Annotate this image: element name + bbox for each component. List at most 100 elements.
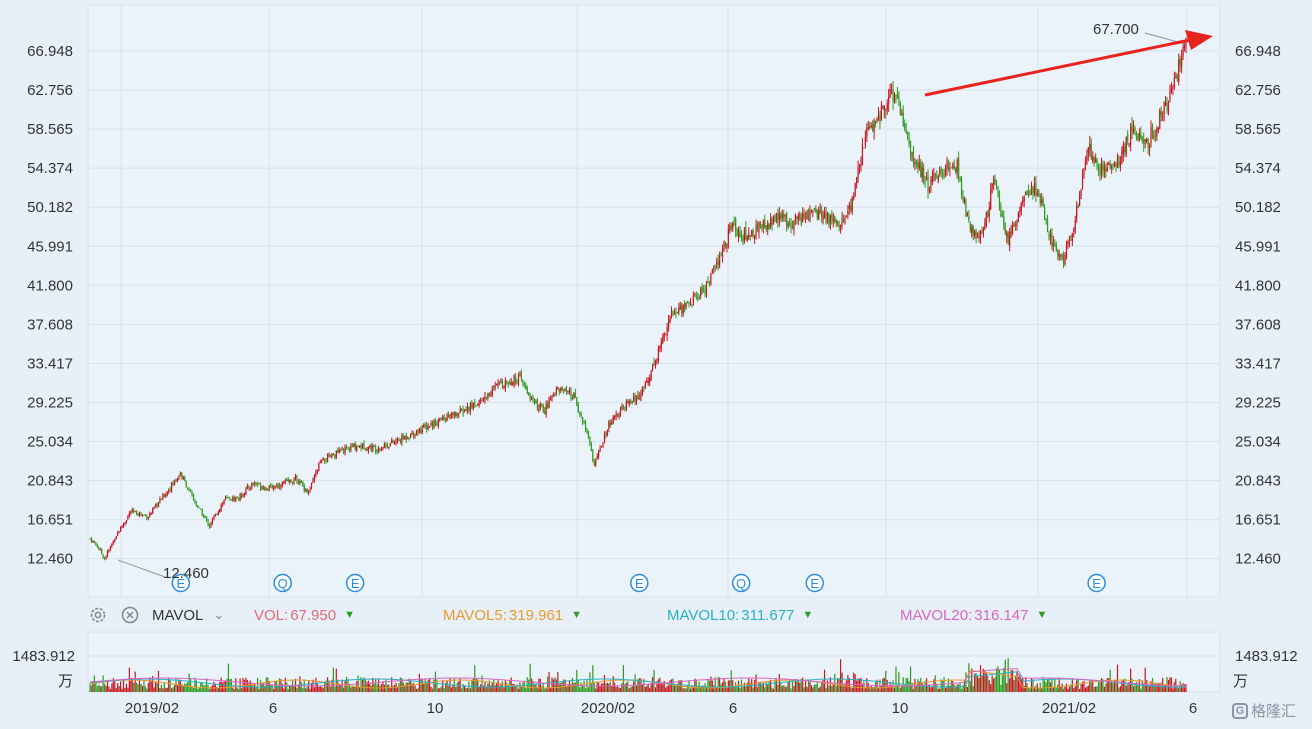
volume-bar <box>589 672 591 692</box>
candle-body <box>851 197 853 212</box>
volume-bar <box>389 687 391 692</box>
volume-bar <box>187 682 189 692</box>
volume-bar <box>628 688 630 692</box>
volume-bar <box>541 686 543 692</box>
volume-bar <box>101 686 103 692</box>
mavol5-indicator: MAVOL5: 319.961 ▼ <box>443 607 582 624</box>
volume-bar <box>233 688 235 692</box>
candle-body <box>500 379 502 383</box>
volume-bar <box>539 678 541 692</box>
candle-body <box>701 287 703 292</box>
volume-bar <box>1147 684 1149 692</box>
candle-body <box>813 208 815 210</box>
candle-body <box>767 222 769 229</box>
candle-body <box>1159 110 1161 129</box>
volume-bar <box>377 678 380 692</box>
volume-bar <box>796 678 798 692</box>
volume-bar <box>885 670 887 692</box>
candle-body <box>1140 132 1142 138</box>
volume-bar <box>520 685 523 692</box>
candle-body <box>210 523 212 527</box>
volume-bar <box>567 684 569 692</box>
candle-body <box>519 374 521 376</box>
volume-bar <box>580 682 582 692</box>
volume-bar <box>449 678 451 692</box>
trend-arrow-head <box>1185 30 1213 50</box>
y-tick-label-right: 45.991 <box>1235 238 1281 255</box>
candle-body <box>1036 193 1038 196</box>
candle-body <box>99 549 101 551</box>
volume-bar <box>1025 677 1027 692</box>
candle-body <box>561 386 563 390</box>
volume-bar <box>918 681 920 692</box>
volume-bar <box>423 684 425 692</box>
volume-bar <box>1096 686 1098 692</box>
candle-body <box>466 406 469 412</box>
candle-body <box>974 230 976 236</box>
candle-body <box>823 212 826 218</box>
volume-bar <box>1041 688 1043 692</box>
candle-body <box>303 485 305 491</box>
candle-body <box>962 196 964 203</box>
candle-body <box>653 362 655 365</box>
volume-bar <box>479 684 482 692</box>
indicator-name[interactable]: MAVOL <box>152 606 204 624</box>
candle-body <box>1163 102 1165 115</box>
volume-bar <box>450 687 453 692</box>
candle-body <box>1039 194 1041 204</box>
y-tick-label-left: 41.800 <box>27 277 73 294</box>
candle-body <box>838 224 840 228</box>
candle-body <box>602 443 604 447</box>
candle-body <box>128 513 130 517</box>
candle-body <box>102 554 104 558</box>
volume-bar <box>630 687 632 692</box>
volume-bar <box>210 686 212 692</box>
candle-body <box>131 509 133 512</box>
candle-body <box>372 445 374 451</box>
chevron-down-icon[interactable]: ⌄ <box>213 607 225 622</box>
volume-bar <box>354 686 356 692</box>
candle-body <box>442 417 444 420</box>
volume-bar <box>124 688 126 692</box>
volume-bar <box>430 686 432 692</box>
candle-body <box>595 459 597 466</box>
candle-body <box>268 485 270 490</box>
candle-body <box>1077 206 1079 208</box>
candle-body <box>357 445 359 447</box>
candle-body <box>430 423 432 427</box>
candle-body <box>958 158 960 177</box>
volume-bar <box>204 685 206 692</box>
volume-bar <box>739 687 741 692</box>
candle-body <box>1119 161 1122 166</box>
candle-body <box>544 410 546 414</box>
volume-bar <box>420 679 422 692</box>
volume-bar <box>1143 683 1145 692</box>
volume-bar <box>179 680 181 692</box>
candle-body <box>331 453 333 458</box>
candle-body <box>1057 250 1059 256</box>
candle-body <box>886 103 888 110</box>
volume-bar <box>644 687 646 692</box>
y-tick-label-left: 33.417 <box>27 355 73 372</box>
candle-body <box>917 161 919 167</box>
candle-body <box>625 401 627 409</box>
candle-body <box>576 397 578 406</box>
candle-body <box>1087 147 1089 154</box>
volume-bar <box>168 678 170 692</box>
close-circle-icon[interactable] <box>120 605 140 625</box>
volume-bar <box>364 679 367 692</box>
volume-bar <box>729 680 731 692</box>
settings-gear-icon[interactable] <box>88 605 108 625</box>
volume-bar <box>232 687 234 692</box>
volume-bar <box>1122 679 1124 692</box>
candle-body <box>220 504 222 510</box>
candle-body <box>1113 162 1116 167</box>
volume-bar <box>309 688 311 692</box>
candle-body <box>203 515 205 517</box>
volume-bar <box>264 685 266 692</box>
volume-bar <box>974 673 976 692</box>
candle-body <box>356 446 358 451</box>
volume-bar <box>340 684 342 692</box>
volume-bar <box>975 673 977 692</box>
volume-bar <box>181 683 183 692</box>
